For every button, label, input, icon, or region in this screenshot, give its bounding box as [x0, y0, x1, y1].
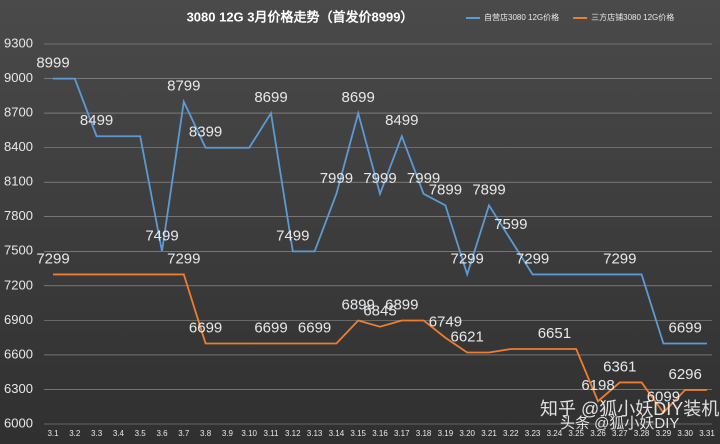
watermark: 知乎 @狐小妖DIY装机: [540, 399, 719, 419]
x-tick-label: 3.23: [525, 429, 541, 438]
x-tick-label: 3.27: [612, 429, 628, 438]
data-label: 6621: [451, 328, 484, 345]
x-tick-label: 3.6: [156, 429, 168, 438]
data-label: 6296: [669, 366, 702, 383]
x-tick-label: 3.3: [91, 429, 103, 438]
data-label: 7899: [472, 181, 505, 198]
data-label: 7599: [494, 216, 527, 233]
data-label: 8699: [254, 89, 287, 106]
x-tick-label: 3.18: [416, 429, 432, 438]
y-tick-label: 7200: [4, 277, 33, 292]
x-tick-label: 3.9: [222, 429, 234, 438]
x-tick-label: 3.20: [459, 429, 475, 438]
x-tick-label: 3.13: [307, 429, 323, 438]
chart-title: 3080 12G 3月价格走势（首发价8999）: [187, 9, 414, 24]
data-label: 7299: [516, 250, 549, 267]
data-label: 6699: [189, 319, 222, 336]
data-label: 7299: [36, 250, 69, 267]
data-label: 6899: [342, 296, 375, 313]
data-label: 6099: [647, 389, 680, 406]
data-label: 6699: [254, 319, 287, 336]
data-label: 8699: [342, 89, 375, 106]
y-tick-label: 7500: [4, 243, 33, 258]
legend-label: 三方店铺3080 12G价格: [591, 12, 674, 22]
data-label: 6198: [581, 377, 614, 394]
x-tick-label: 3.25: [568, 429, 584, 438]
data-label: 7499: [145, 227, 178, 244]
data-label: 7499: [276, 227, 309, 244]
x-tick-label: 3.15: [350, 429, 366, 438]
data-label: 6845: [363, 303, 396, 320]
data-label: 7999: [407, 170, 440, 187]
x-tick-label: 3.24: [547, 429, 563, 438]
x-tick-label: 3.17: [394, 429, 410, 438]
data-label: 7299: [451, 250, 484, 267]
data-label: 6699: [298, 319, 331, 336]
y-tick-label: 9000: [4, 70, 33, 85]
x-tick-label: 3.1: [47, 429, 59, 438]
data-label: 8399: [189, 124, 222, 141]
y-tick-label: 6300: [4, 381, 33, 396]
data-label: 6651: [538, 325, 571, 342]
y-tick-label: 6900: [4, 312, 33, 327]
series-line: [53, 273, 707, 415]
series-line: [53, 77, 707, 345]
y-tick-label: 8100: [4, 174, 33, 189]
data-label: 6361: [603, 358, 636, 375]
data-label: 7999: [320, 170, 353, 187]
x-tick-label: 3.31: [699, 429, 715, 438]
x-tick-label: 3.19: [438, 429, 454, 438]
data-label: 8999: [36, 55, 69, 72]
data-label: 8799: [167, 78, 200, 95]
data-label: 6899: [385, 296, 418, 313]
legend-label: 自营店3080 12G价格: [484, 12, 559, 22]
data-label: 6749: [429, 314, 462, 331]
data-label: 7299: [167, 250, 200, 267]
data-label: 7299: [603, 250, 636, 267]
y-tick-label: 8700: [4, 105, 33, 120]
x-tick-label: 3.10: [241, 429, 257, 438]
x-tick-label: 3.2: [69, 429, 81, 438]
x-tick-label: 3.28: [634, 429, 650, 438]
y-tick-label: 8400: [4, 139, 33, 154]
x-tick-label: 3.12: [285, 429, 301, 438]
data-label: 7899: [429, 181, 462, 198]
data-label: 8499: [80, 112, 113, 129]
y-tick-label: 6000: [4, 415, 33, 430]
x-tick-label: 3.7: [178, 429, 190, 438]
y-tick-label: 6600: [4, 346, 33, 361]
x-tick-label: 3.21: [481, 429, 497, 438]
x-tick-label: 3.29: [656, 429, 672, 438]
y-tick-label: 7800: [4, 208, 33, 223]
x-tick-label: 3.22: [503, 429, 519, 438]
x-tick-label: 3.11: [264, 429, 280, 438]
x-tick-label: 3.8: [200, 429, 212, 438]
x-tick-label: 3.4: [113, 429, 125, 438]
x-tick-label: 3.30: [677, 429, 693, 438]
x-tick-label: 3.26: [590, 429, 606, 438]
data-label: 8499: [385, 112, 418, 129]
data-label: 6699: [669, 319, 702, 336]
watermark: 头条 @狐小妖DIY: [560, 415, 679, 432]
x-tick-label: 3.16: [372, 429, 388, 438]
x-tick-label: 3.14: [329, 429, 345, 438]
y-tick-label: 9300: [4, 35, 33, 50]
data-label: 7999: [363, 170, 396, 187]
x-tick-label: 3.5: [135, 429, 147, 438]
